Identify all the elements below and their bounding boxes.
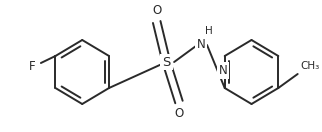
Text: H: H [205, 26, 213, 36]
Text: F: F [28, 60, 35, 72]
Text: S: S [162, 55, 171, 69]
Text: O: O [152, 4, 161, 17]
Text: N: N [218, 64, 227, 77]
Text: CH₃: CH₃ [300, 61, 320, 71]
Text: N: N [197, 39, 205, 51]
Text: O: O [174, 107, 184, 120]
